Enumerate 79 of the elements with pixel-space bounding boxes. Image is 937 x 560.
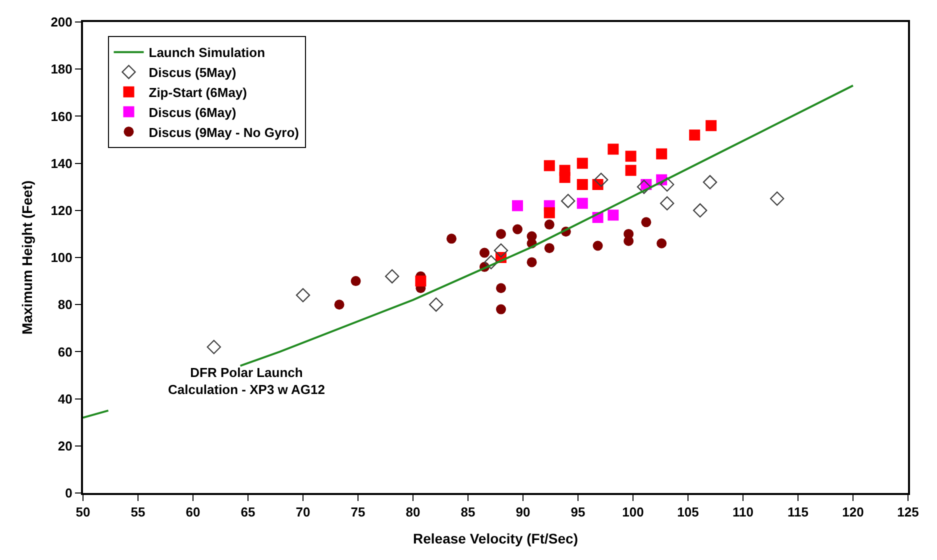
y-tick-label: 60 (58, 344, 72, 360)
point (496, 228, 506, 239)
x-tick-label: 85 (460, 504, 476, 520)
point (559, 172, 570, 183)
point (484, 255, 498, 270)
point (625, 164, 636, 176)
y-tick-label: 40 (58, 391, 72, 406)
x-tick-label: 100 (622, 504, 644, 520)
x-tick-label: 50 (76, 504, 90, 520)
x-tick-label: 95 (570, 504, 586, 520)
point (512, 200, 523, 212)
point (526, 257, 537, 268)
x-tick-label: 125 (897, 504, 919, 520)
point (625, 150, 636, 162)
point (608, 144, 619, 155)
point (385, 269, 400, 284)
point (594, 172, 608, 187)
point (544, 243, 554, 254)
y-tick-label: 120 (50, 202, 72, 218)
point (446, 234, 456, 244)
y-tick-label: 140 (50, 156, 72, 171)
point (415, 276, 426, 287)
x-tick-label: 90 (516, 504, 530, 520)
y-axis-title: Maximum Height (Feet) (18, 180, 35, 335)
point (480, 248, 490, 258)
point (660, 177, 674, 192)
point (576, 158, 588, 169)
point (656, 238, 667, 248)
legend-label: Discus (5May) (148, 65, 236, 80)
point (689, 130, 700, 141)
point (496, 304, 506, 314)
point (494, 243, 508, 258)
point (592, 240, 603, 251)
point (544, 220, 554, 230)
y-tick-label: 180 (50, 62, 72, 77)
point (496, 283, 506, 294)
legend-label: Launch Simulation (148, 45, 266, 60)
annotation: DFR Polar Launch Calculation - XP3 w AG12 (168, 365, 326, 397)
legend-label: Discus (6May) (148, 104, 236, 120)
point (296, 288, 310, 302)
point (576, 198, 588, 209)
point (512, 224, 522, 234)
y-tick-label: 20 (58, 438, 72, 454)
x-tick-label: 55 (130, 504, 146, 520)
x-tick-label: 115 (788, 504, 808, 520)
point (770, 192, 784, 206)
y-tick-label: 160 (50, 108, 72, 124)
legend-label: Discus (9May - No Gyro) (148, 124, 300, 140)
y-tick-label: 200 (50, 14, 72, 30)
point (656, 148, 668, 160)
point (561, 194, 576, 208)
x-tick-label: 60 (186, 504, 200, 520)
point (624, 236, 634, 246)
point (576, 179, 588, 190)
point (706, 120, 717, 132)
point (660, 196, 674, 210)
y-tick-label: 0 (65, 486, 72, 501)
x-tick-label: 105 (677, 504, 699, 520)
point (429, 298, 444, 312)
legend-label: Zip-Start (6May) (148, 84, 247, 100)
x-tick-label: 70 (296, 504, 310, 520)
point (641, 217, 652, 228)
point (636, 180, 652, 194)
x-tick-label: 75 (350, 504, 366, 520)
y-tick-label: 100 (50, 250, 72, 266)
x-tick-label: 80 (406, 504, 420, 520)
point (334, 300, 344, 310)
point (206, 340, 221, 354)
x-tick-label: 110 (732, 504, 754, 520)
point (693, 203, 708, 218)
point (702, 175, 718, 190)
y-tick-label: 80 (58, 297, 72, 312)
x-tick-label: 120 (842, 504, 864, 520)
point (608, 210, 619, 221)
point (544, 160, 555, 172)
point (350, 276, 361, 286)
x-axis-title: Release Velocity (Ft/Sec) (413, 530, 578, 546)
point (544, 207, 555, 218)
x-tick-label: 65 (240, 504, 256, 520)
